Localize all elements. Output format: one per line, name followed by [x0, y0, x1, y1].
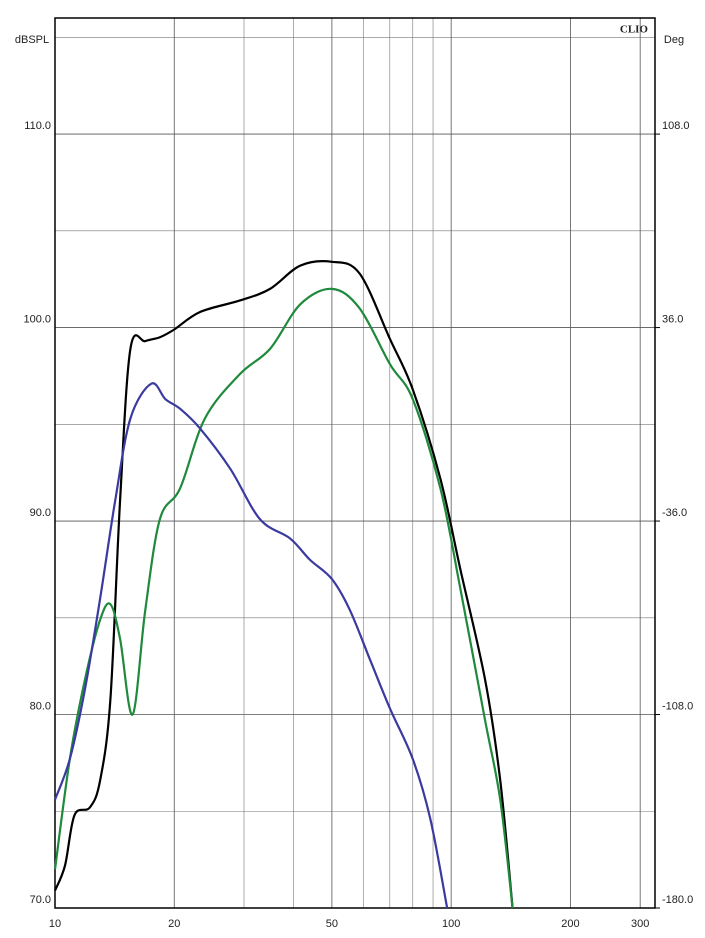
plot-frame	[54, 17, 656, 909]
x-tick-label: 100	[442, 918, 460, 930]
y2-tick-label: 36.0	[662, 313, 683, 325]
y2-tick-label: -36.0	[662, 507, 687, 519]
series-line	[53, 287, 514, 909]
series-line	[53, 382, 449, 909]
y-axis-label: dBSPL	[15, 34, 49, 46]
x-tick-label: 50	[326, 918, 338, 930]
y-tick-label: 90.0	[30, 507, 51, 519]
y-tick-label: 110.0	[24, 120, 51, 132]
y-tick-label: 70.0	[30, 894, 51, 906]
y2-tick-label: -180.0	[662, 894, 693, 906]
y2-tick-label: 108.0	[662, 120, 690, 132]
x-tick-label: 300	[631, 918, 649, 930]
y2-tick-label: -108.0	[662, 700, 693, 712]
brand-label: CLIO	[620, 24, 649, 36]
y-tick-label: 80.0	[30, 700, 51, 712]
y-tick-label: 100.0	[23, 313, 51, 325]
series-line	[53, 260, 514, 909]
y2-axis-label: Deg	[664, 34, 684, 46]
x-tick-label: 10	[49, 918, 61, 930]
x-tick-label: 200	[561, 918, 579, 930]
x-tick-label: 20	[168, 918, 180, 930]
